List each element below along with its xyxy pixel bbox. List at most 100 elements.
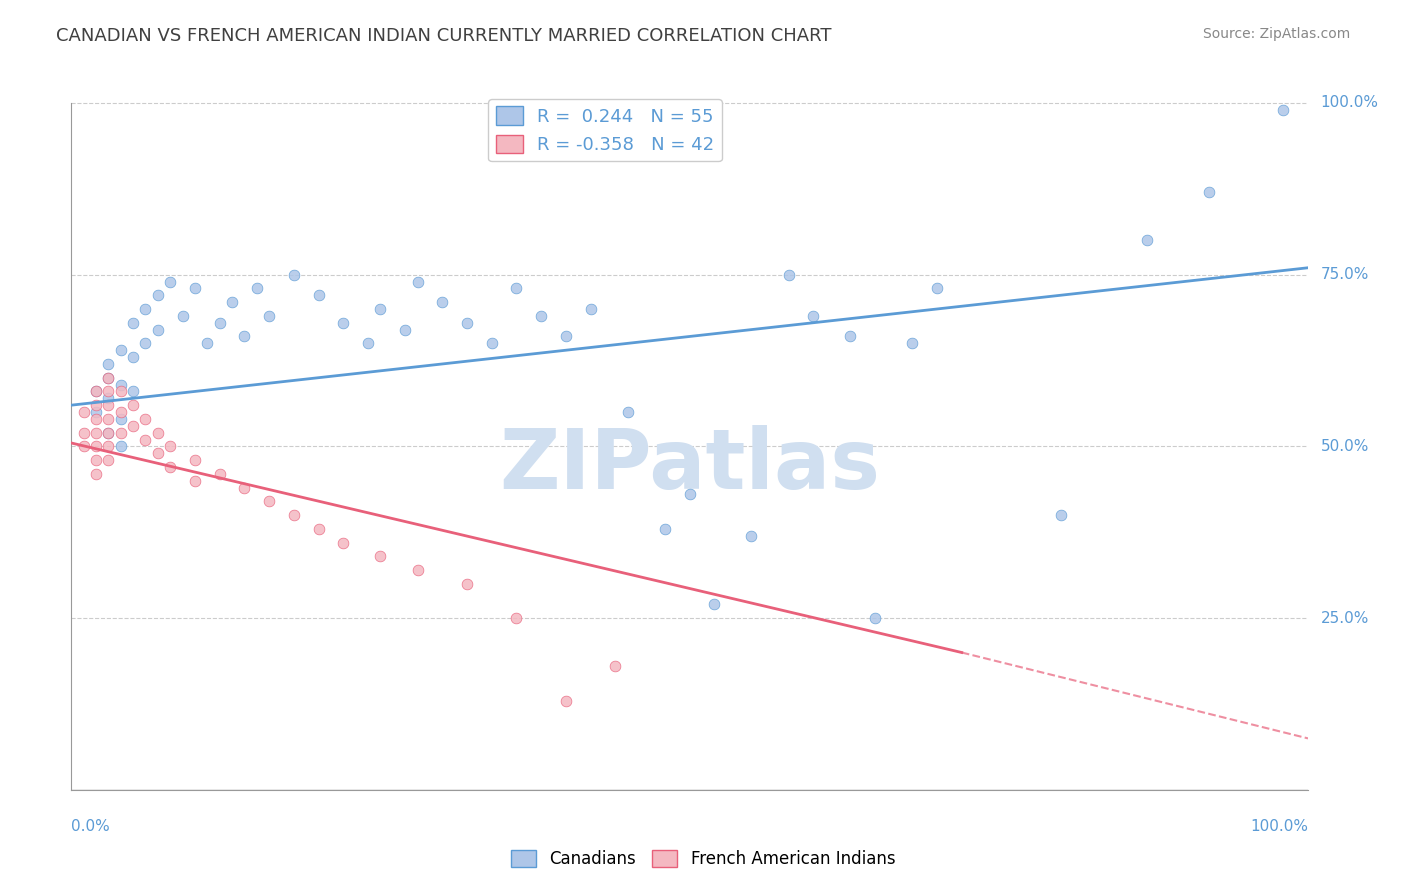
Point: [134, 336, 156, 351]
Point: [146, 446, 169, 460]
Point: [84, 398, 107, 412]
Point: [110, 439, 132, 453]
Point: [84, 439, 107, 453]
Point: [110, 425, 132, 440]
Point: [110, 343, 132, 358]
Point: [283, 508, 305, 522]
Point: [370, 301, 392, 316]
Point: [110, 377, 132, 392]
Text: CANADIAN VS FRENCH AMERICAN INDIAN CURRENTLY MARRIED CORRELATION CHART: CANADIAN VS FRENCH AMERICAN INDIAN CURRE…: [56, 27, 832, 45]
Point: [283, 268, 305, 282]
Point: [72, 405, 94, 419]
Point: [159, 275, 181, 289]
Text: 100.0%: 100.0%: [1250, 819, 1308, 834]
Point: [84, 453, 107, 467]
Point: [481, 336, 503, 351]
Point: [233, 481, 256, 495]
Point: [555, 329, 578, 343]
Point: [97, 384, 120, 399]
Point: [1049, 508, 1071, 522]
Point: [184, 453, 207, 467]
Text: Source: ZipAtlas.com: Source: ZipAtlas.com: [1202, 27, 1350, 41]
Point: [1198, 185, 1220, 199]
Text: 25.0%: 25.0%: [1320, 611, 1369, 625]
Point: [394, 323, 416, 337]
Point: [72, 439, 94, 453]
Point: [778, 268, 800, 282]
Point: [456, 316, 478, 330]
Point: [84, 412, 107, 426]
Point: [134, 301, 156, 316]
Point: [617, 405, 640, 419]
Point: [122, 384, 145, 399]
Point: [406, 563, 429, 577]
Point: [97, 439, 120, 453]
Point: [456, 576, 478, 591]
Point: [357, 336, 380, 351]
Point: [122, 398, 145, 412]
Point: [208, 467, 231, 481]
Point: [97, 425, 120, 440]
Point: [146, 323, 169, 337]
Point: [221, 295, 243, 310]
Point: [505, 281, 527, 295]
Text: 0.0%: 0.0%: [72, 819, 110, 834]
Point: [257, 309, 280, 323]
Point: [146, 288, 169, 302]
Point: [84, 384, 107, 399]
Point: [122, 418, 145, 433]
Point: [1272, 103, 1295, 117]
Point: [122, 316, 145, 330]
Point: [84, 384, 107, 399]
Point: [740, 529, 762, 543]
Point: [332, 535, 354, 549]
Point: [97, 370, 120, 384]
Text: 100.0%: 100.0%: [1320, 95, 1378, 111]
Point: [925, 281, 948, 295]
Point: [134, 412, 156, 426]
Point: [555, 693, 578, 707]
Text: ZIPatlas: ZIPatlas: [499, 425, 880, 506]
Point: [97, 357, 120, 371]
Point: [308, 522, 330, 536]
Point: [72, 425, 94, 440]
Point: [839, 329, 862, 343]
Point: [863, 611, 886, 625]
Point: [257, 494, 280, 508]
Point: [801, 309, 824, 323]
Point: [84, 467, 107, 481]
Point: [678, 487, 700, 501]
Point: [110, 412, 132, 426]
Point: [159, 460, 181, 475]
Point: [97, 370, 120, 384]
Point: [332, 316, 354, 330]
Point: [605, 659, 627, 673]
Point: [97, 392, 120, 406]
Legend: Canadians, French American Indians: Canadians, French American Indians: [503, 843, 903, 875]
Point: [97, 398, 120, 412]
Point: [654, 522, 676, 536]
Point: [97, 453, 120, 467]
Point: [97, 425, 120, 440]
Point: [184, 474, 207, 488]
Point: [370, 549, 392, 564]
Text: 50.0%: 50.0%: [1320, 439, 1369, 454]
Legend: R =  0.244   N = 55, R = -0.358   N = 42: R = 0.244 N = 55, R = -0.358 N = 42: [488, 99, 721, 161]
Point: [84, 425, 107, 440]
Text: 75.0%: 75.0%: [1320, 267, 1369, 282]
Point: [159, 439, 181, 453]
Point: [505, 611, 527, 625]
Point: [84, 405, 107, 419]
Point: [308, 288, 330, 302]
Point: [432, 295, 454, 310]
Point: [134, 433, 156, 447]
Point: [146, 425, 169, 440]
Point: [110, 384, 132, 399]
Point: [122, 350, 145, 364]
Point: [406, 275, 429, 289]
Point: [110, 405, 132, 419]
Point: [1136, 233, 1159, 247]
Point: [703, 598, 725, 612]
Point: [530, 309, 553, 323]
Point: [97, 412, 120, 426]
